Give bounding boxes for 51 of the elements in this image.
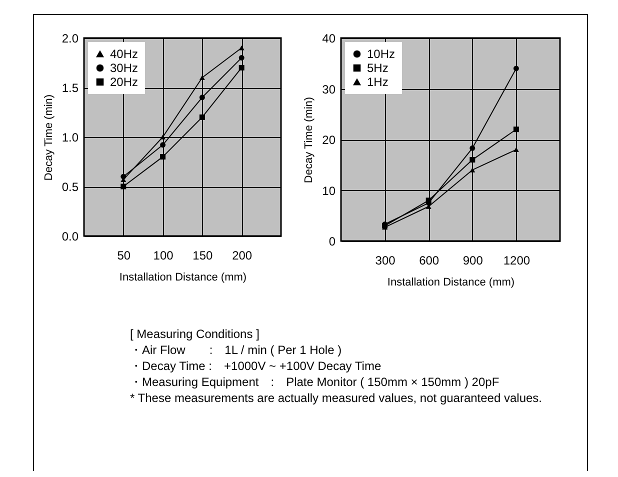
y-tick-label: 1.5 <box>62 81 79 95</box>
point <box>238 46 244 50</box>
x-tick-label: 100 <box>153 248 174 262</box>
text: [ Measuring Conditions ] <box>130 326 260 342</box>
text: ・Air Flow : 1L / min ( Per 1 Hole ) <box>130 342 343 358</box>
y-tick-label: 1.0 <box>62 130 79 144</box>
point <box>160 142 166 148</box>
y-tick-label: 30 <box>322 82 336 96</box>
x-axis-title: Installation Distance (mm) <box>119 272 247 284</box>
point <box>199 75 205 80</box>
point <box>470 168 476 172</box>
point <box>160 134 166 140</box>
y-axis-title: Decay Time (min) <box>303 96 316 184</box>
text: * These measurements are actually measured values, not guaranteed values. <box>130 390 542 406</box>
y-tick-label: 0.0 <box>62 230 79 244</box>
point <box>513 126 519 132</box>
y-tick-label: 2.0 <box>62 32 79 46</box>
x-axis-title: Installation Distance (mm) <box>387 276 515 288</box>
point <box>238 64 244 70</box>
x-tick-label: 300 <box>375 254 396 268</box>
legend-label: 30Hz <box>110 61 138 75</box>
legend-label: 5Hz <box>367 61 388 75</box>
legend-label: 20Hz <box>110 75 138 89</box>
y-tick-label: 0.5 <box>62 180 79 194</box>
point <box>470 157 476 163</box>
point <box>238 55 244 61</box>
point <box>199 114 205 120</box>
point <box>199 94 205 100</box>
point <box>513 147 519 152</box>
x-tick-label: 50 <box>117 248 131 262</box>
point <box>470 145 476 151</box>
y-tick-label: 0 <box>328 234 336 248</box>
x-tick-label: 150 <box>192 248 214 262</box>
legend-label: 10Hz <box>367 47 396 61</box>
y-axis-title: Decay Time (min) <box>42 94 55 181</box>
point <box>120 174 126 180</box>
text: ・Decay Time : +1000V ~ +100V Decay Time <box>130 358 382 374</box>
point <box>160 154 166 160</box>
x-tick-label: 1200 <box>503 254 530 268</box>
point <box>426 198 432 204</box>
y-tick-label: 20 <box>322 133 336 147</box>
point <box>120 184 126 190</box>
x-tick-label: 600 <box>419 254 440 268</box>
x-tick-label: 900 <box>462 254 484 268</box>
point <box>513 66 519 72</box>
legend-label: 1Hz <box>367 75 388 89</box>
y-tick-label: 40 <box>322 32 336 46</box>
x-tick-label: 200 <box>232 248 252 262</box>
y-tick-label: 10 <box>322 184 336 198</box>
legend-label: 40Hz <box>110 47 138 61</box>
text: ・Measuring Equipment : Plate Monitor ( 150mm × 150mm ) 20pF <box>130 374 500 390</box>
